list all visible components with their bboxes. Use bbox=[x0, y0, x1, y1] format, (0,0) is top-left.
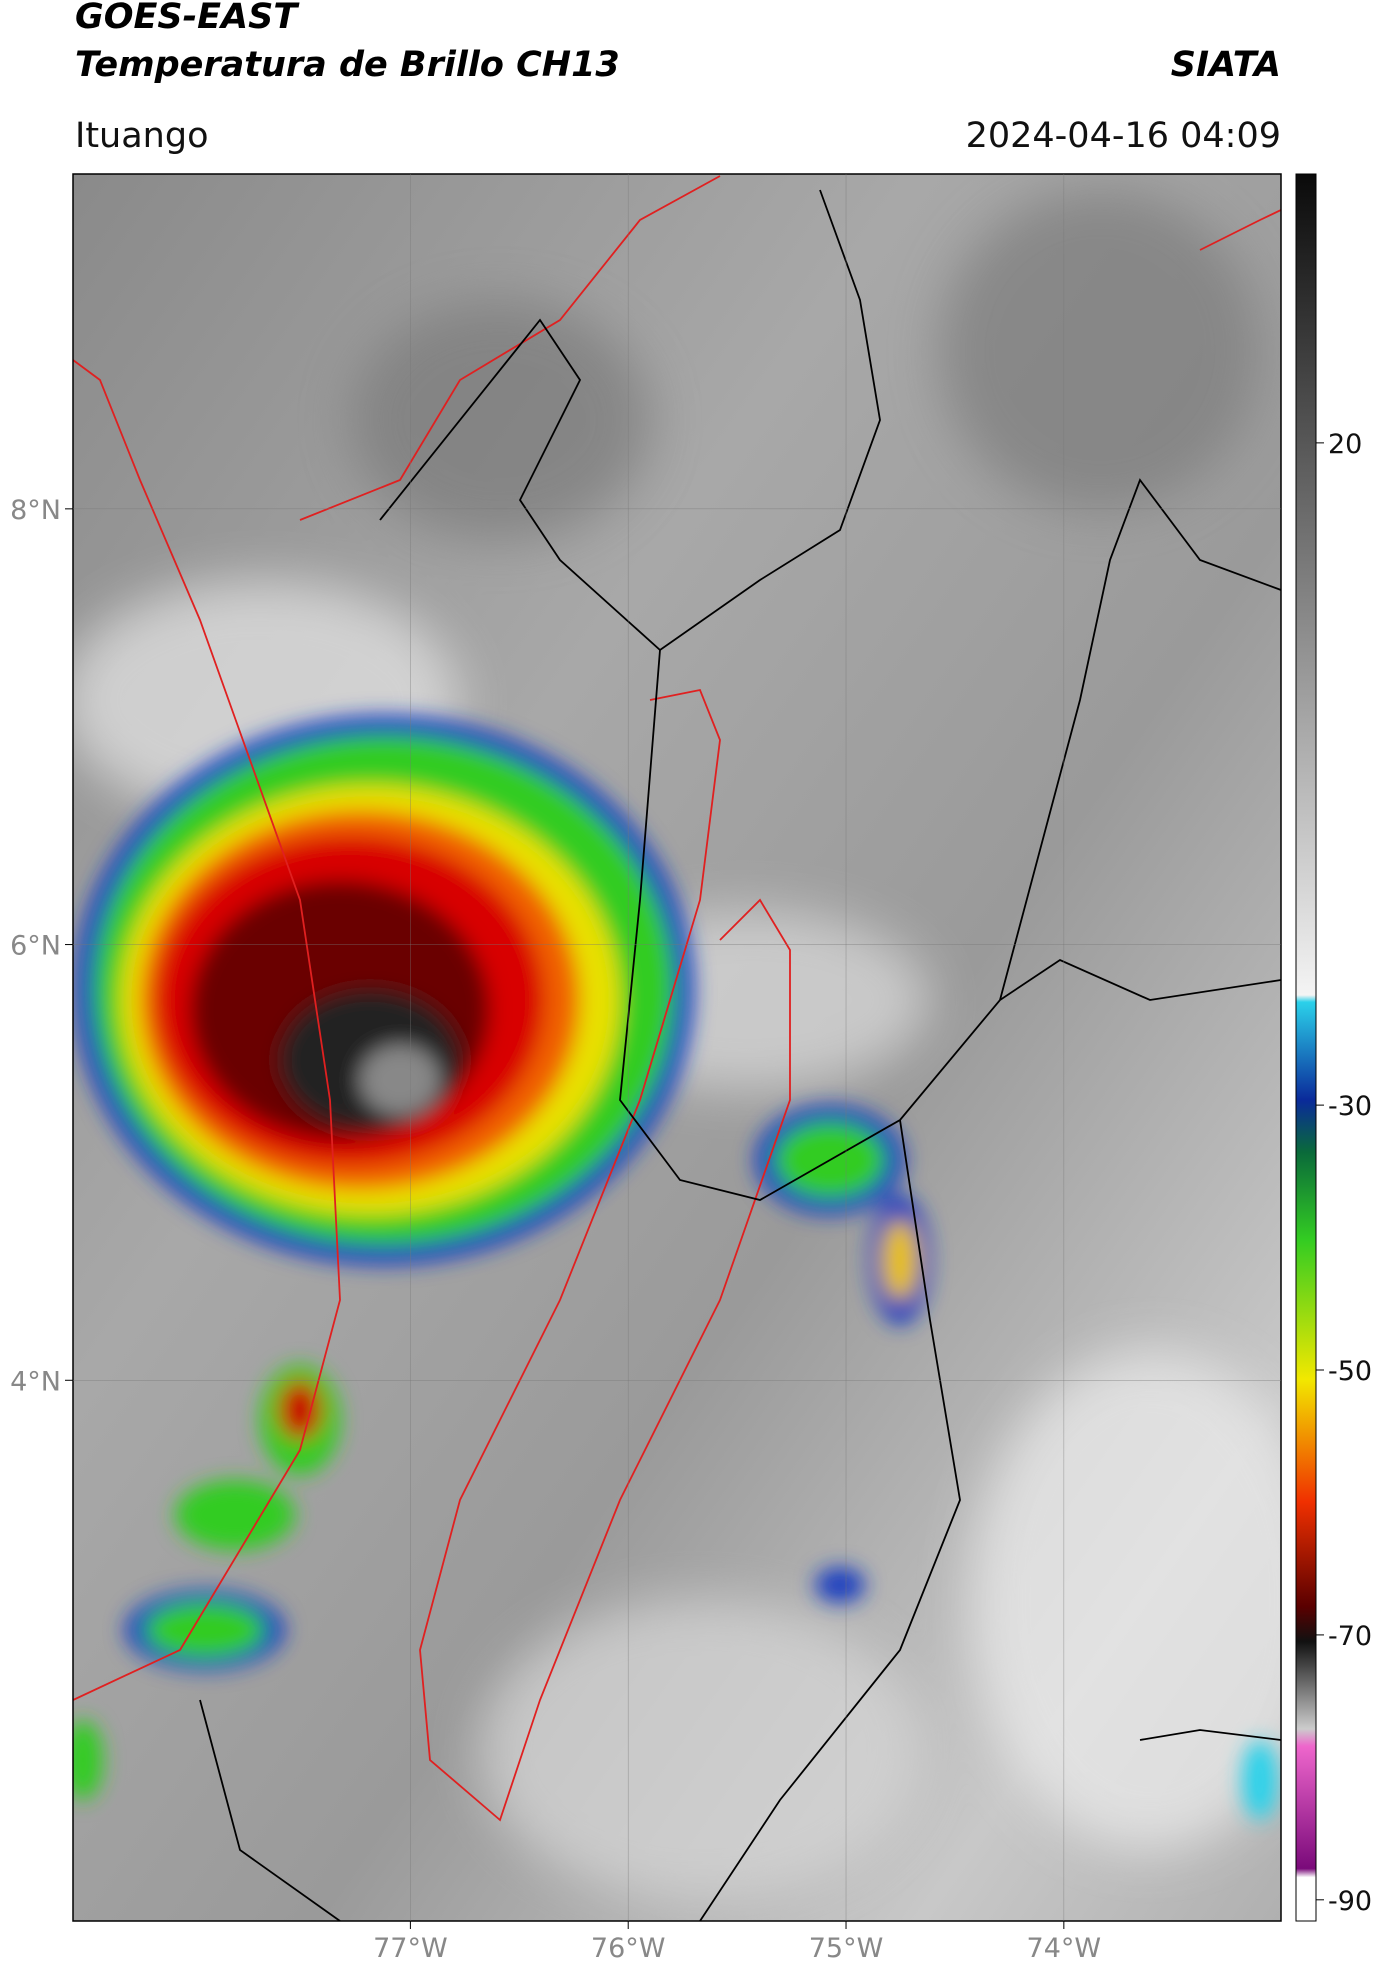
x-tick-label: 74°W bbox=[1027, 1933, 1102, 1964]
datetime: 2024-04-16 04:09 bbox=[966, 116, 1281, 156]
location: Ituango bbox=[75, 116, 209, 156]
y-tick-label: 6°N bbox=[10, 931, 61, 962]
title: GOES-EAST bbox=[75, 0, 300, 37]
y-tick-label: 4°N bbox=[10, 1366, 61, 1397]
x-tick-label: 76°W bbox=[591, 1933, 666, 1964]
colorbar-tick-label: 20 bbox=[1328, 429, 1362, 460]
x-tick-label: 77°W bbox=[373, 1933, 448, 1964]
satellite-image bbox=[73, 174, 1281, 1921]
x-tick-label: 75°W bbox=[809, 1933, 884, 1964]
colorbar-tick-label: -90 bbox=[1328, 1886, 1372, 1917]
colorbar-tick-label: -70 bbox=[1328, 1621, 1372, 1652]
source: SIATA bbox=[1171, 45, 1281, 85]
subtitle: Temperatura de Brillo CH13 bbox=[75, 45, 620, 85]
y-tick-label: 8°N bbox=[10, 495, 61, 526]
colorbar-tick-label: -50 bbox=[1328, 1356, 1372, 1387]
colorbar bbox=[1295, 173, 1317, 1922]
colorbar-tick-label: -30 bbox=[1328, 1091, 1372, 1122]
map-frame bbox=[72, 173, 1282, 1922]
